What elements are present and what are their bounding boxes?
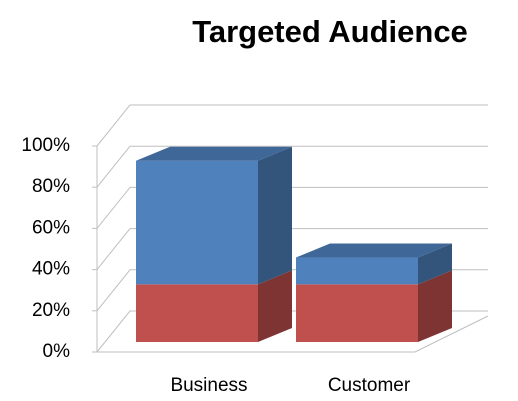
x-tick-label: Business xyxy=(170,375,247,396)
y-tick-label: 40% xyxy=(32,259,70,280)
bar-face xyxy=(418,270,452,342)
bar-face xyxy=(136,284,258,342)
y-tick-label: 0% xyxy=(43,341,71,362)
grid-line xyxy=(96,186,488,229)
chart-title: Targeted Audience xyxy=(192,14,468,49)
bar-face xyxy=(258,146,292,285)
bar-face xyxy=(136,160,258,285)
bar-segment xyxy=(136,146,292,285)
y-tick-label: 60% xyxy=(32,217,70,238)
x-tick-label: Customer xyxy=(328,375,411,396)
bar-face xyxy=(136,146,292,161)
grid-line xyxy=(96,104,488,147)
bar-face xyxy=(296,243,452,258)
floor xyxy=(97,315,489,353)
y-tick-label: 80% xyxy=(32,176,70,197)
bar-segment xyxy=(296,270,452,342)
bar-face xyxy=(296,284,418,342)
bar-face xyxy=(258,270,292,342)
bar-segment xyxy=(296,243,452,285)
bar-face xyxy=(418,243,452,285)
y-tick-label: 100% xyxy=(21,135,70,156)
bar-face xyxy=(296,257,418,285)
y-tick-label: 20% xyxy=(32,300,70,321)
grid-line xyxy=(96,145,488,188)
bar-segment xyxy=(136,270,292,342)
grid-line xyxy=(96,228,488,270)
